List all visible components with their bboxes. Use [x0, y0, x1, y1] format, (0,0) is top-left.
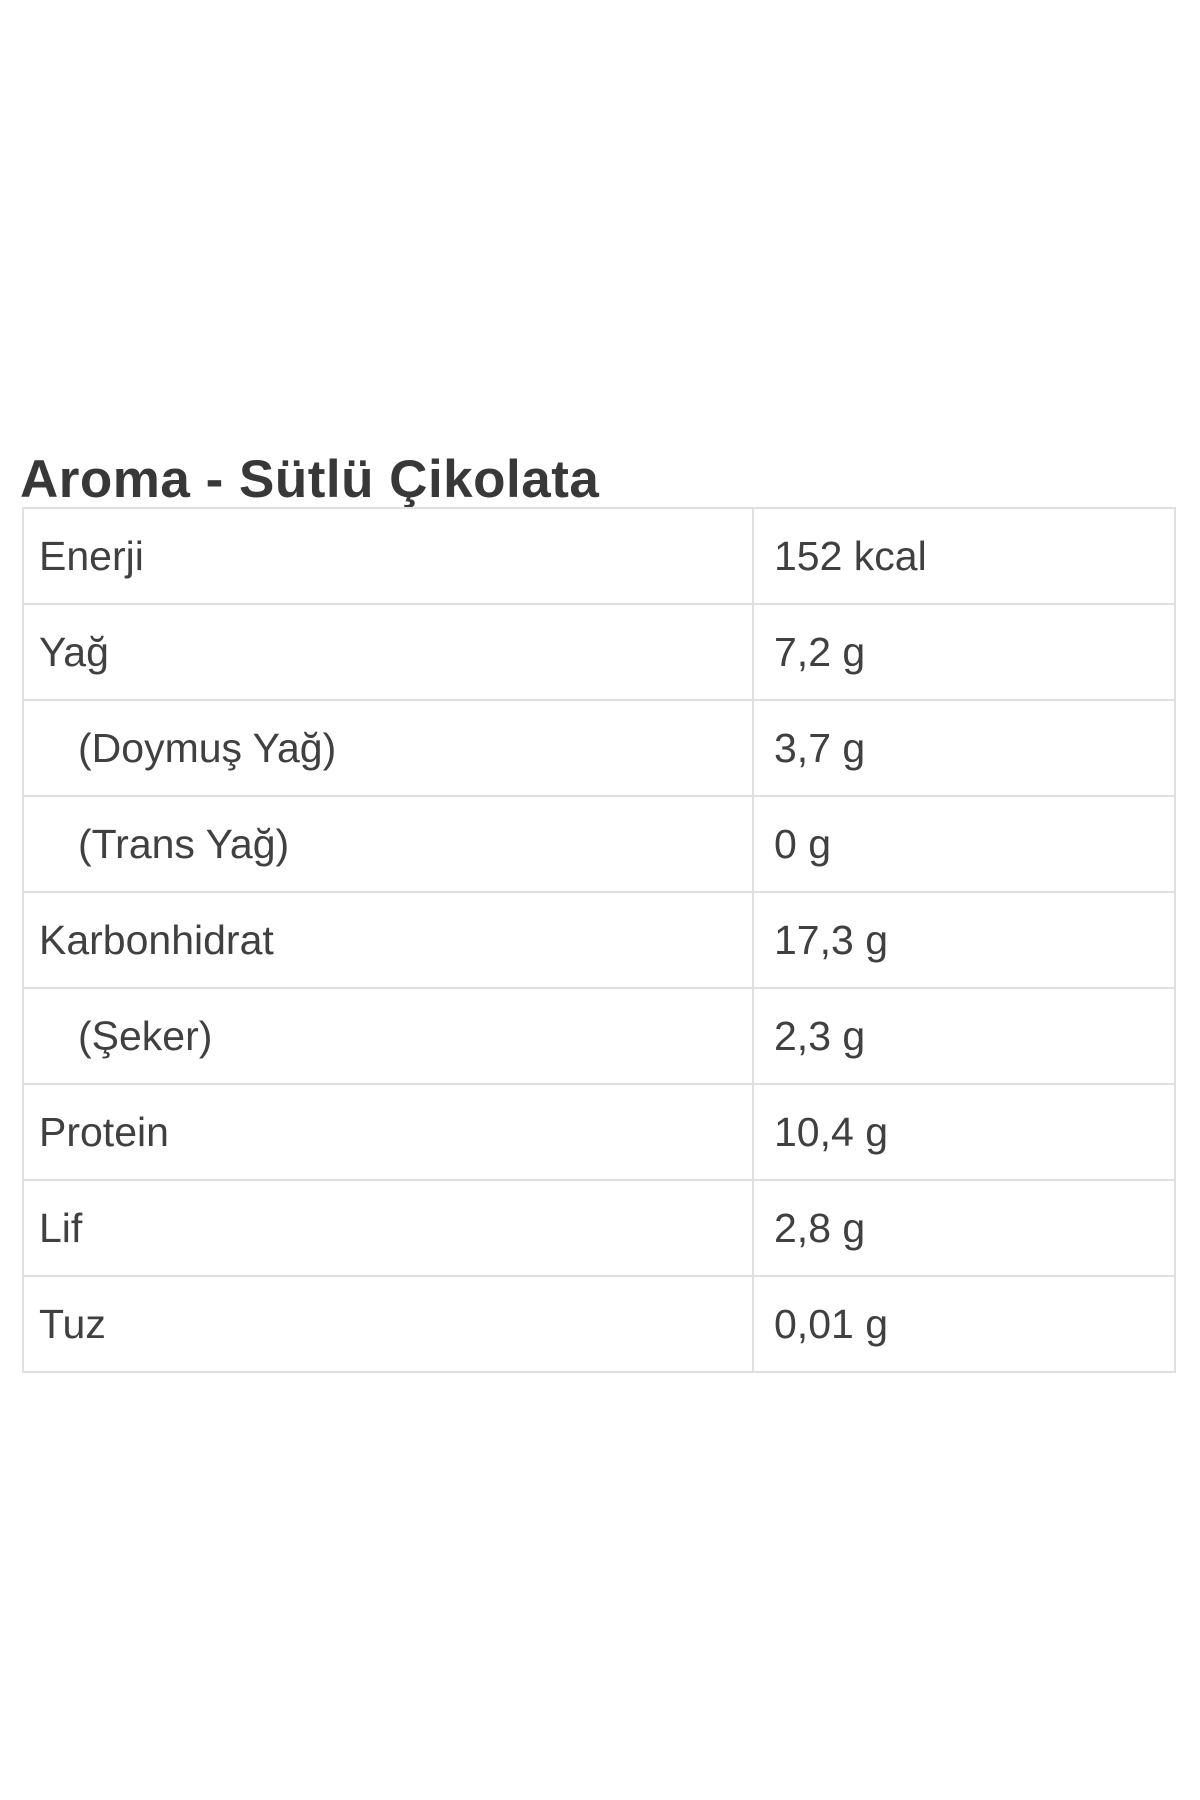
- nutrient-value: 0,01 g: [752, 1275, 1176, 1373]
- nutrient-label: Karbonhidrat: [22, 891, 754, 989]
- nutrient-value: 0 g: [752, 795, 1176, 893]
- table-row: Protein 10,4 g: [22, 1083, 1176, 1181]
- nutrient-label: Tuz: [22, 1275, 754, 1373]
- nutrient-label: (Şeker): [22, 987, 754, 1085]
- nutrient-value: 2,3 g: [752, 987, 1176, 1085]
- page-title: Aroma - Sütlü Çikolata: [20, 449, 600, 509]
- nutrition-table-body: Enerji 152 kcal Yağ 7,2 g (Doymuş Yağ) 3…: [22, 507, 1176, 1373]
- nutrient-value: 17,3 g: [752, 891, 1176, 989]
- table-row: Enerji 152 kcal: [22, 507, 1176, 605]
- nutrition-table: Enerji 152 kcal Yağ 7,2 g (Doymuş Yağ) 3…: [22, 507, 1176, 1373]
- nutrient-label: (Doymuş Yağ): [22, 699, 754, 797]
- nutrient-value: 2,8 g: [752, 1179, 1176, 1277]
- table-row: Karbonhidrat 17,3 g: [22, 891, 1176, 989]
- nutrient-value: 10,4 g: [752, 1083, 1176, 1181]
- nutrient-value: 7,2 g: [752, 603, 1176, 701]
- table-row: Lif 2,8 g: [22, 1179, 1176, 1277]
- nutrient-label: (Trans Yağ): [22, 795, 754, 893]
- nutrient-label: Lif: [22, 1179, 754, 1277]
- table-row: (Trans Yağ) 0 g: [22, 795, 1176, 893]
- nutrient-label: Protein: [22, 1083, 754, 1181]
- table-row: Yağ 7,2 g: [22, 603, 1176, 701]
- table-row: (Doymuş Yağ) 3,7 g: [22, 699, 1176, 797]
- nutrient-value: 152 kcal: [752, 507, 1176, 605]
- nutrient-label: Yağ: [22, 603, 754, 701]
- table-row: Tuz 0,01 g: [22, 1275, 1176, 1373]
- table-row: (Şeker) 2,3 g: [22, 987, 1176, 1085]
- nutrient-label: Enerji: [22, 507, 754, 605]
- nutrient-value: 3,7 g: [752, 699, 1176, 797]
